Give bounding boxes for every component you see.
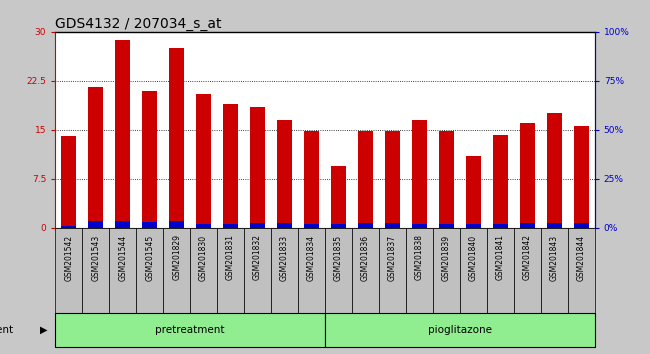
Bar bbox=[574, 223, 589, 228]
Text: GDS4132 / 207034_s_at: GDS4132 / 207034_s_at bbox=[55, 17, 222, 31]
Bar bbox=[547, 223, 562, 228]
Text: GSM201833: GSM201833 bbox=[280, 234, 289, 281]
Bar bbox=[271, 228, 298, 313]
Bar bbox=[331, 224, 346, 228]
Text: GSM201545: GSM201545 bbox=[145, 234, 154, 281]
Bar bbox=[493, 224, 508, 228]
Bar bbox=[196, 94, 211, 228]
Bar bbox=[61, 225, 76, 228]
Bar bbox=[142, 222, 157, 228]
Bar bbox=[250, 107, 265, 228]
Bar bbox=[169, 221, 184, 228]
Bar bbox=[277, 223, 292, 228]
Text: GSM201542: GSM201542 bbox=[64, 234, 73, 281]
Bar bbox=[574, 126, 589, 228]
Text: agent: agent bbox=[0, 325, 13, 335]
Bar bbox=[304, 224, 319, 228]
Bar bbox=[385, 131, 400, 228]
Bar bbox=[223, 104, 238, 228]
Bar bbox=[169, 48, 184, 228]
Bar bbox=[244, 228, 271, 313]
Text: GSM201839: GSM201839 bbox=[442, 234, 451, 281]
Bar bbox=[61, 136, 76, 228]
Bar bbox=[136, 228, 163, 313]
Bar bbox=[547, 113, 562, 228]
Text: GSM201830: GSM201830 bbox=[199, 234, 208, 281]
Bar bbox=[88, 87, 103, 228]
Bar bbox=[520, 223, 535, 228]
Text: GSM201831: GSM201831 bbox=[226, 234, 235, 280]
Bar bbox=[55, 228, 83, 313]
Text: pioglitazone: pioglitazone bbox=[428, 325, 492, 335]
Text: GSM201543: GSM201543 bbox=[91, 234, 100, 281]
Bar bbox=[331, 166, 346, 228]
Bar bbox=[385, 223, 400, 228]
Text: GSM201832: GSM201832 bbox=[253, 234, 262, 280]
Bar bbox=[142, 91, 157, 228]
Bar bbox=[352, 228, 379, 313]
Bar bbox=[250, 223, 265, 228]
Text: GSM201829: GSM201829 bbox=[172, 234, 181, 280]
Text: pretreatment: pretreatment bbox=[155, 325, 225, 335]
Bar bbox=[466, 156, 481, 228]
Text: GSM201544: GSM201544 bbox=[118, 234, 127, 281]
Bar bbox=[412, 120, 427, 228]
Bar bbox=[460, 228, 487, 313]
Bar bbox=[55, 313, 325, 347]
Bar bbox=[217, 228, 244, 313]
Bar bbox=[88, 221, 103, 228]
Text: GSM201834: GSM201834 bbox=[307, 234, 316, 281]
Bar bbox=[487, 228, 514, 313]
Bar bbox=[277, 120, 292, 228]
Text: GSM201842: GSM201842 bbox=[523, 234, 532, 280]
Bar bbox=[115, 40, 130, 228]
Bar bbox=[190, 228, 217, 313]
Bar bbox=[115, 221, 130, 228]
Bar bbox=[325, 313, 595, 347]
Bar bbox=[109, 228, 136, 313]
Bar bbox=[520, 123, 535, 228]
Bar bbox=[493, 135, 508, 228]
Bar bbox=[325, 228, 352, 313]
Bar bbox=[358, 131, 373, 228]
Text: GSM201836: GSM201836 bbox=[361, 234, 370, 281]
Text: GSM201838: GSM201838 bbox=[415, 234, 424, 280]
Text: GSM201837: GSM201837 bbox=[388, 234, 397, 281]
Text: GSM201835: GSM201835 bbox=[334, 234, 343, 281]
Bar bbox=[196, 224, 211, 228]
Bar bbox=[439, 131, 454, 228]
Text: GSM201840: GSM201840 bbox=[469, 234, 478, 281]
Bar bbox=[223, 224, 238, 228]
Bar bbox=[433, 228, 460, 313]
Bar bbox=[163, 228, 190, 313]
Bar bbox=[358, 223, 373, 228]
Bar bbox=[82, 228, 109, 313]
Bar bbox=[568, 228, 595, 313]
Text: GSM201844: GSM201844 bbox=[577, 234, 586, 281]
Bar bbox=[406, 228, 433, 313]
Bar bbox=[514, 228, 541, 313]
Bar bbox=[439, 224, 454, 228]
Text: ▶: ▶ bbox=[40, 325, 47, 335]
Text: GSM201841: GSM201841 bbox=[496, 234, 505, 280]
Bar bbox=[412, 224, 427, 228]
Bar bbox=[298, 228, 325, 313]
Bar bbox=[466, 224, 481, 228]
Text: GSM201843: GSM201843 bbox=[550, 234, 559, 281]
Bar bbox=[541, 228, 568, 313]
Bar bbox=[379, 228, 406, 313]
Bar bbox=[304, 131, 319, 228]
